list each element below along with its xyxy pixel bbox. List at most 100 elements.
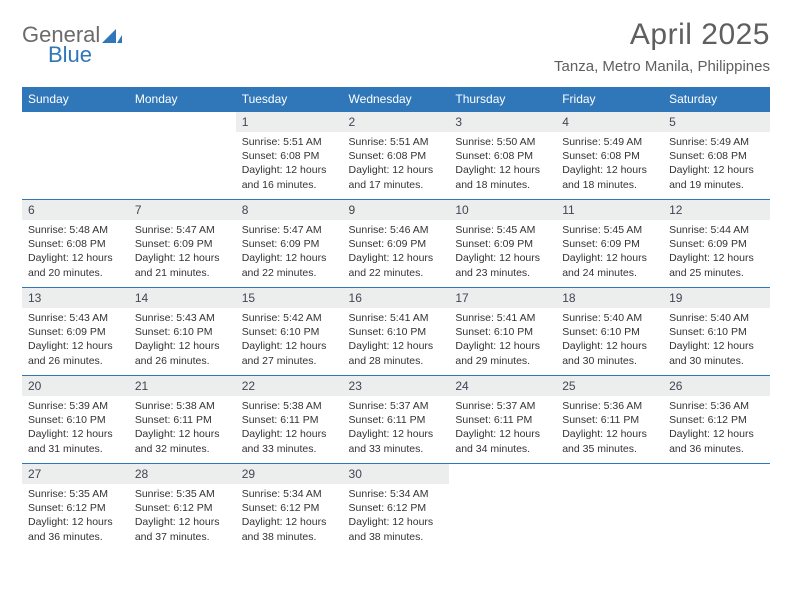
daylight-text: Daylight: 12 hours and 34 minutes. bbox=[455, 427, 550, 455]
calendar-day-cell: 17Sunrise: 5:41 AMSunset: 6:10 PMDayligh… bbox=[449, 288, 556, 376]
header: General Blue April 2025 Tanza, Metro Man… bbox=[22, 18, 770, 75]
day-number: 19 bbox=[663, 288, 770, 308]
sunrise-text: Sunrise: 5:49 AM bbox=[562, 135, 657, 149]
sunset-text: Sunset: 6:09 PM bbox=[455, 237, 550, 251]
day-number: 6 bbox=[22, 200, 129, 220]
calendar-day-cell: 1Sunrise: 5:51 AMSunset: 6:08 PMDaylight… bbox=[236, 112, 343, 200]
day-number: 8 bbox=[236, 200, 343, 220]
day-number: 25 bbox=[556, 376, 663, 396]
calendar-day-cell: 5Sunrise: 5:49 AMSunset: 6:08 PMDaylight… bbox=[663, 112, 770, 200]
sunset-text: Sunset: 6:11 PM bbox=[349, 413, 444, 427]
calendar-week-row: 27Sunrise: 5:35 AMSunset: 6:12 PMDayligh… bbox=[22, 464, 770, 552]
sunset-text: Sunset: 6:10 PM bbox=[349, 325, 444, 339]
daylight-text: Daylight: 12 hours and 18 minutes. bbox=[562, 163, 657, 191]
calendar-week-row: 6Sunrise: 5:48 AMSunset: 6:08 PMDaylight… bbox=[22, 200, 770, 288]
daylight-text: Daylight: 12 hours and 38 minutes. bbox=[349, 515, 444, 543]
sunset-text: Sunset: 6:11 PM bbox=[562, 413, 657, 427]
day-detail: Sunrise: 5:37 AMSunset: 6:11 PMDaylight:… bbox=[449, 396, 556, 460]
daylight-text: Daylight: 12 hours and 19 minutes. bbox=[669, 163, 764, 191]
sunset-text: Sunset: 6:12 PM bbox=[349, 501, 444, 515]
sunrise-text: Sunrise: 5:39 AM bbox=[28, 399, 123, 413]
daylight-text: Daylight: 12 hours and 31 minutes. bbox=[28, 427, 123, 455]
day-detail: Sunrise: 5:40 AMSunset: 6:10 PMDaylight:… bbox=[663, 308, 770, 372]
sunrise-text: Sunrise: 5:35 AM bbox=[135, 487, 230, 501]
calendar-day-cell: 12Sunrise: 5:44 AMSunset: 6:09 PMDayligh… bbox=[663, 200, 770, 288]
day-number: 18 bbox=[556, 288, 663, 308]
daylight-text: Daylight: 12 hours and 16 minutes. bbox=[242, 163, 337, 191]
day-detail: Sunrise: 5:45 AMSunset: 6:09 PMDaylight:… bbox=[556, 220, 663, 284]
day-number: 15 bbox=[236, 288, 343, 308]
weekday-header: Sunday bbox=[22, 87, 129, 112]
calendar-day-cell: 29Sunrise: 5:34 AMSunset: 6:12 PMDayligh… bbox=[236, 464, 343, 552]
day-number: 1 bbox=[236, 112, 343, 132]
weekday-header: Wednesday bbox=[343, 87, 450, 112]
sunset-text: Sunset: 6:09 PM bbox=[562, 237, 657, 251]
calendar-day-cell: 8Sunrise: 5:47 AMSunset: 6:09 PMDaylight… bbox=[236, 200, 343, 288]
day-number: 7 bbox=[129, 200, 236, 220]
day-detail: Sunrise: 5:35 AMSunset: 6:12 PMDaylight:… bbox=[22, 484, 129, 548]
day-detail: Sunrise: 5:38 AMSunset: 6:11 PMDaylight:… bbox=[236, 396, 343, 460]
sunset-text: Sunset: 6:12 PM bbox=[28, 501, 123, 515]
calendar-day-cell: 7Sunrise: 5:47 AMSunset: 6:09 PMDaylight… bbox=[129, 200, 236, 288]
sunrise-text: Sunrise: 5:46 AM bbox=[349, 223, 444, 237]
sunrise-text: Sunrise: 5:49 AM bbox=[669, 135, 764, 149]
sunset-text: Sunset: 6:08 PM bbox=[349, 149, 444, 163]
daylight-text: Daylight: 12 hours and 38 minutes. bbox=[242, 515, 337, 543]
day-detail: Sunrise: 5:43 AMSunset: 6:09 PMDaylight:… bbox=[22, 308, 129, 372]
daylight-text: Daylight: 12 hours and 17 minutes. bbox=[349, 163, 444, 191]
calendar-day-cell: 16Sunrise: 5:41 AMSunset: 6:10 PMDayligh… bbox=[343, 288, 450, 376]
day-detail: Sunrise: 5:39 AMSunset: 6:10 PMDaylight:… bbox=[22, 396, 129, 460]
brand-logo: General Blue bbox=[22, 18, 122, 66]
daylight-text: Daylight: 12 hours and 23 minutes. bbox=[455, 251, 550, 279]
day-number: 20 bbox=[22, 376, 129, 396]
daylight-text: Daylight: 12 hours and 22 minutes. bbox=[349, 251, 444, 279]
day-detail: Sunrise: 5:47 AMSunset: 6:09 PMDaylight:… bbox=[129, 220, 236, 284]
day-detail: Sunrise: 5:51 AMSunset: 6:08 PMDaylight:… bbox=[343, 132, 450, 196]
sunrise-text: Sunrise: 5:47 AM bbox=[135, 223, 230, 237]
sunrise-text: Sunrise: 5:40 AM bbox=[669, 311, 764, 325]
calendar-day-cell: 21Sunrise: 5:38 AMSunset: 6:11 PMDayligh… bbox=[129, 376, 236, 464]
calendar-day-cell: 6Sunrise: 5:48 AMSunset: 6:08 PMDaylight… bbox=[22, 200, 129, 288]
day-detail: Sunrise: 5:49 AMSunset: 6:08 PMDaylight:… bbox=[663, 132, 770, 196]
calendar-day-cell bbox=[663, 464, 770, 552]
day-detail: Sunrise: 5:34 AMSunset: 6:12 PMDaylight:… bbox=[343, 484, 450, 548]
day-number: 28 bbox=[129, 464, 236, 484]
weekday-header: Friday bbox=[556, 87, 663, 112]
day-detail: Sunrise: 5:34 AMSunset: 6:12 PMDaylight:… bbox=[236, 484, 343, 548]
day-detail: Sunrise: 5:47 AMSunset: 6:09 PMDaylight:… bbox=[236, 220, 343, 284]
day-number: 3 bbox=[449, 112, 556, 132]
calendar-day-cell bbox=[22, 112, 129, 200]
brand-word-2: Blue bbox=[48, 44, 122, 66]
sunrise-text: Sunrise: 5:38 AM bbox=[135, 399, 230, 413]
sunrise-text: Sunrise: 5:34 AM bbox=[349, 487, 444, 501]
calendar-day-cell: 26Sunrise: 5:36 AMSunset: 6:12 PMDayligh… bbox=[663, 376, 770, 464]
day-detail: Sunrise: 5:48 AMSunset: 6:08 PMDaylight:… bbox=[22, 220, 129, 284]
sunrise-text: Sunrise: 5:41 AM bbox=[455, 311, 550, 325]
daylight-text: Daylight: 12 hours and 24 minutes. bbox=[562, 251, 657, 279]
day-detail: Sunrise: 5:35 AMSunset: 6:12 PMDaylight:… bbox=[129, 484, 236, 548]
sunrise-text: Sunrise: 5:36 AM bbox=[562, 399, 657, 413]
sunset-text: Sunset: 6:08 PM bbox=[28, 237, 123, 251]
day-number: 4 bbox=[556, 112, 663, 132]
weekday-header: Thursday bbox=[449, 87, 556, 112]
sunset-text: Sunset: 6:09 PM bbox=[242, 237, 337, 251]
day-detail: Sunrise: 5:37 AMSunset: 6:11 PMDaylight:… bbox=[343, 396, 450, 460]
day-number: 2 bbox=[343, 112, 450, 132]
sunrise-text: Sunrise: 5:45 AM bbox=[562, 223, 657, 237]
calendar-day-cell: 28Sunrise: 5:35 AMSunset: 6:12 PMDayligh… bbox=[129, 464, 236, 552]
calendar-day-cell bbox=[556, 464, 663, 552]
calendar-day-cell: 10Sunrise: 5:45 AMSunset: 6:09 PMDayligh… bbox=[449, 200, 556, 288]
daylight-text: Daylight: 12 hours and 29 minutes. bbox=[455, 339, 550, 367]
calendar-day-cell: 19Sunrise: 5:40 AMSunset: 6:10 PMDayligh… bbox=[663, 288, 770, 376]
page-title: April 2025 bbox=[554, 18, 770, 52]
day-detail: Sunrise: 5:38 AMSunset: 6:11 PMDaylight:… bbox=[129, 396, 236, 460]
calendar-day-cell: 3Sunrise: 5:50 AMSunset: 6:08 PMDaylight… bbox=[449, 112, 556, 200]
daylight-text: Daylight: 12 hours and 26 minutes. bbox=[135, 339, 230, 367]
day-number: 10 bbox=[449, 200, 556, 220]
sunset-text: Sunset: 6:11 PM bbox=[242, 413, 337, 427]
day-number: 5 bbox=[663, 112, 770, 132]
daylight-text: Daylight: 12 hours and 18 minutes. bbox=[455, 163, 550, 191]
calendar-day-cell: 27Sunrise: 5:35 AMSunset: 6:12 PMDayligh… bbox=[22, 464, 129, 552]
calendar-day-cell: 2Sunrise: 5:51 AMSunset: 6:08 PMDaylight… bbox=[343, 112, 450, 200]
calendar-day-cell: 14Sunrise: 5:43 AMSunset: 6:10 PMDayligh… bbox=[129, 288, 236, 376]
